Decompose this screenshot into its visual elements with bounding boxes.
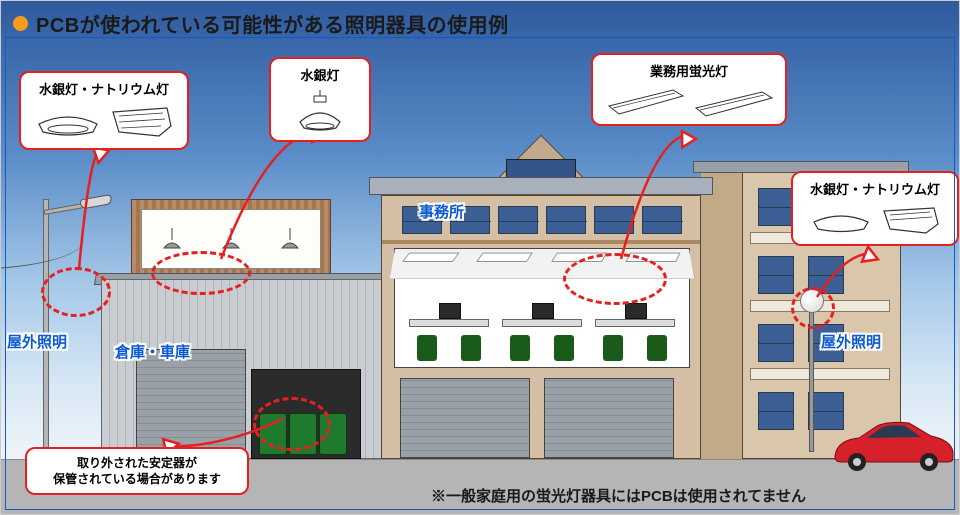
pendant-mercury-icon — [290, 88, 350, 134]
office-window — [498, 206, 538, 234]
callout-fluorescent: 業務用蛍光灯 — [591, 53, 787, 126]
red-car — [827, 418, 957, 474]
office-roof-edge — [369, 177, 713, 195]
sodium-lamp-icon — [105, 102, 175, 142]
fluorescent-fixture-icon — [690, 84, 775, 118]
office-wall — [381, 195, 701, 459]
badge-outdoor-left: 屋外照明 — [7, 331, 67, 352]
badge-office: 事務所 — [419, 201, 464, 222]
balcony — [750, 368, 890, 380]
wire — [0, 240, 84, 270]
callout-mercury-sodium-left: 水銀灯・ナトリウム灯 — [19, 71, 189, 150]
fluorescent-fixture-icon — [603, 84, 688, 118]
office-window — [642, 206, 682, 234]
badge-warehouse: 倉庫・車庫 — [115, 341, 190, 362]
callout-note-text: 取り外された安定器が保管されている場合があります — [37, 455, 237, 487]
monitor-icon — [532, 303, 554, 319]
callout-mercury-sodium-right: 水銀灯・ナトリウム灯 — [791, 171, 959, 246]
mercury-lamp-icon — [33, 104, 103, 140]
wall-band — [382, 240, 700, 244]
streetlight-right — [809, 312, 814, 452]
monitor-icon — [625, 303, 647, 319]
warehouse — [101, 199, 401, 459]
streetlight-left — [43, 199, 49, 459]
office-shutter — [544, 378, 674, 458]
pendant-lamp-icon — [162, 228, 182, 256]
marker-drums — [253, 397, 331, 451]
callout-label: 水銀灯・ナトリウム灯 — [31, 79, 177, 98]
marker-streetlight-left — [41, 267, 111, 317]
fluorescent-fixture-icon — [402, 253, 459, 262]
office-window — [546, 206, 586, 234]
desk — [502, 311, 582, 361]
callout-label: 水銀灯・ナトリウム灯 — [803, 179, 947, 198]
footnote: ※一般家庭用の蛍光灯器具にはPCBは使用されてません — [431, 485, 806, 506]
callout-label: 業務用蛍光灯 — [603, 61, 775, 80]
badge-outdoor-right: 屋外照明 — [821, 331, 881, 352]
mercury-lamp-icon — [808, 204, 874, 236]
marker-globe-lamp — [791, 287, 835, 329]
sodium-lamp-icon — [876, 202, 942, 238]
marker-ceiling-lights — [563, 253, 667, 305]
desk — [409, 311, 489, 361]
pendant-lights — [142, 228, 320, 256]
monitor-icon — [439, 303, 461, 319]
fluorescent-fixture-icon — [476, 253, 533, 262]
office-shutter — [400, 378, 530, 458]
callout-mercury-lamp: 水銀灯 — [269, 57, 371, 142]
callout-stored-ballast: 取り外された安定器が保管されている場合があります — [25, 447, 249, 495]
streetlight-arm — [44, 202, 90, 215]
callout-label: 水銀灯 — [281, 65, 359, 84]
pendant-lamp-icon — [280, 228, 300, 256]
warehouse-shutter — [136, 349, 246, 459]
desk — [595, 311, 675, 361]
office-window — [594, 206, 634, 234]
pendant-lamp-icon — [221, 228, 241, 256]
marker-billboard — [151, 251, 251, 295]
office-ground-floor — [382, 372, 700, 458]
apartment-sidewall — [701, 169, 743, 459]
diagram-stage: PCBが使われている可能性がある照明器具の使用例 — [0, 0, 960, 515]
